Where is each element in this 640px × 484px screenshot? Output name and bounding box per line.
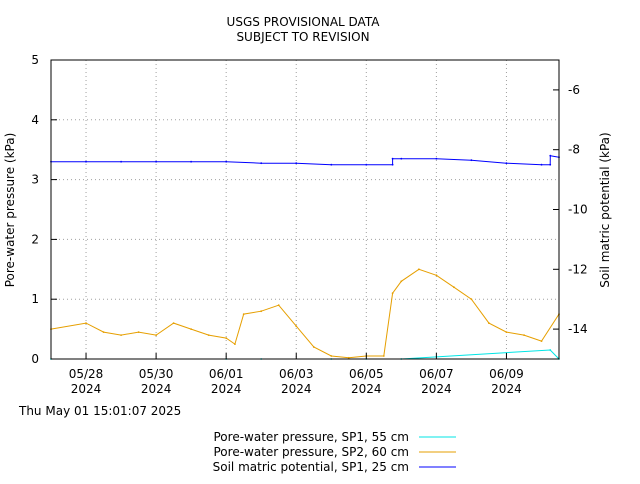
x-tick-label-year: 2024: [71, 382, 102, 396]
x-tick-label-date: 05/28: [69, 367, 104, 381]
x-tick-label-year: 2024: [141, 382, 172, 396]
series-point-3: [85, 160, 87, 163]
y-tick-label-left: 5: [31, 53, 39, 67]
x-axis: 05/28202405/30202406/01202406/03202406/0…: [69, 353, 524, 396]
legend-label-1: Pore-water pressure, SP1, 55 cm: [214, 430, 410, 444]
y-tick-label-left: 1: [31, 292, 39, 306]
series-point-2: [190, 328, 193, 330]
series-point-3: [391, 163, 394, 166]
series-point-3: [330, 163, 333, 166]
series-point-2: [505, 331, 508, 333]
series-point-3: [295, 162, 298, 165]
series-point-2: [347, 356, 350, 359]
series-point-2: [242, 313, 245, 315]
series-point-3: [470, 159, 473, 162]
x-tick-label-year: 2024: [351, 382, 382, 396]
y-tick-label-right: -10: [568, 203, 588, 217]
x-tick-label-date: 06/01: [209, 367, 244, 381]
series-point-3: [120, 160, 122, 163]
series-point-3: [435, 157, 438, 160]
legend-label-2: Pore-water pressure, SP2, 60 cm: [214, 445, 410, 459]
series-point-1: [549, 349, 552, 351]
series-point-2: [155, 334, 158, 336]
right-axis: -14 -12 -10 -8 -6: [553, 83, 588, 336]
y-tick-label-right: -6: [568, 83, 580, 97]
series-point-2: [137, 331, 140, 333]
series-point-2: [488, 322, 490, 324]
series-point-2: [418, 268, 420, 271]
series-point-2: [295, 325, 298, 327]
series-point-2: [391, 292, 394, 295]
series-layer: [50, 154, 560, 360]
y-tick-label-left: 3: [31, 173, 39, 187]
series-point-2: [312, 346, 315, 348]
legend-label-3: Soil matric potential, SP1, 25 cm: [213, 460, 409, 474]
x-tick-label-date: 06/09: [489, 367, 524, 381]
series-point-3: [365, 163, 368, 166]
legend: Pore-water pressure, SP1, 55 cmPore-wate…: [213, 430, 456, 474]
x-tick-label-date: 06/07: [419, 367, 454, 381]
y-axis-label-left: Pore-water pressure (kPa): [3, 133, 17, 288]
series-point-3: [391, 157, 394, 160]
series-point-3: [549, 163, 552, 166]
x-tick-label-date: 06/05: [349, 367, 384, 381]
y-tick-label-right: -8: [568, 143, 580, 157]
series-point-2: [85, 322, 87, 324]
series-point-2: [172, 322, 175, 324]
y-tick-label-left: 2: [31, 232, 39, 246]
series-point-3: [225, 160, 228, 163]
timestamp: Thu May 01 15:01:07 2025: [18, 404, 181, 418]
series-point-2: [330, 355, 333, 357]
series-point-2: [540, 340, 543, 342]
series-point-2: [207, 334, 210, 336]
y-tick-label-left: 4: [31, 113, 39, 127]
x-tick-label-year: 2024: [211, 382, 242, 396]
series-point-2: [260, 310, 263, 313]
series-point-2: [453, 286, 455, 289]
x-tick-label-year: 2024: [281, 382, 312, 396]
series-point-2: [234, 343, 236, 345]
series-point-3: [155, 160, 158, 163]
x-tick-label-date: 05/30: [139, 367, 174, 381]
series-line-1: [51, 349, 560, 360]
series-point-2: [470, 298, 473, 301]
series-point-3: [190, 160, 193, 163]
chart-title-line-1: USGS PROVISIONAL DATA: [227, 15, 381, 29]
series-point-3: [505, 162, 508, 165]
series-point-2: [277, 304, 280, 307]
series-point-3: [549, 154, 552, 157]
series-line-3: [51, 155, 560, 166]
left-axis: 0 1 2 3 4 5: [31, 53, 57, 366]
grid-lines: [51, 60, 559, 359]
chart-title-line-2: SUBJECT TO REVISION: [236, 30, 369, 44]
series-point-3: [540, 163, 543, 166]
series-point-2: [523, 334, 525, 336]
series-line-2: [50, 268, 560, 359]
series-point-2: [382, 355, 385, 357]
series-point-3: [400, 157, 403, 160]
y-tick-label-left: 0: [31, 352, 39, 366]
series-point-2: [102, 331, 105, 333]
y-tick-label-right: -12: [568, 262, 588, 276]
series-point-2: [225, 337, 228, 339]
series-point-2: [400, 280, 403, 283]
x-tick-label-year: 2024: [491, 382, 522, 396]
x-tick-label-year: 2024: [421, 382, 452, 396]
series-point-2: [435, 274, 438, 277]
x-tick-label-date: 06/03: [279, 367, 314, 381]
series-point-2: [120, 334, 122, 336]
series-point-3: [260, 162, 263, 165]
y-axis-label-right: Soil matric potential (kPa): [598, 132, 612, 287]
y-tick-label-right: -14: [568, 322, 588, 336]
